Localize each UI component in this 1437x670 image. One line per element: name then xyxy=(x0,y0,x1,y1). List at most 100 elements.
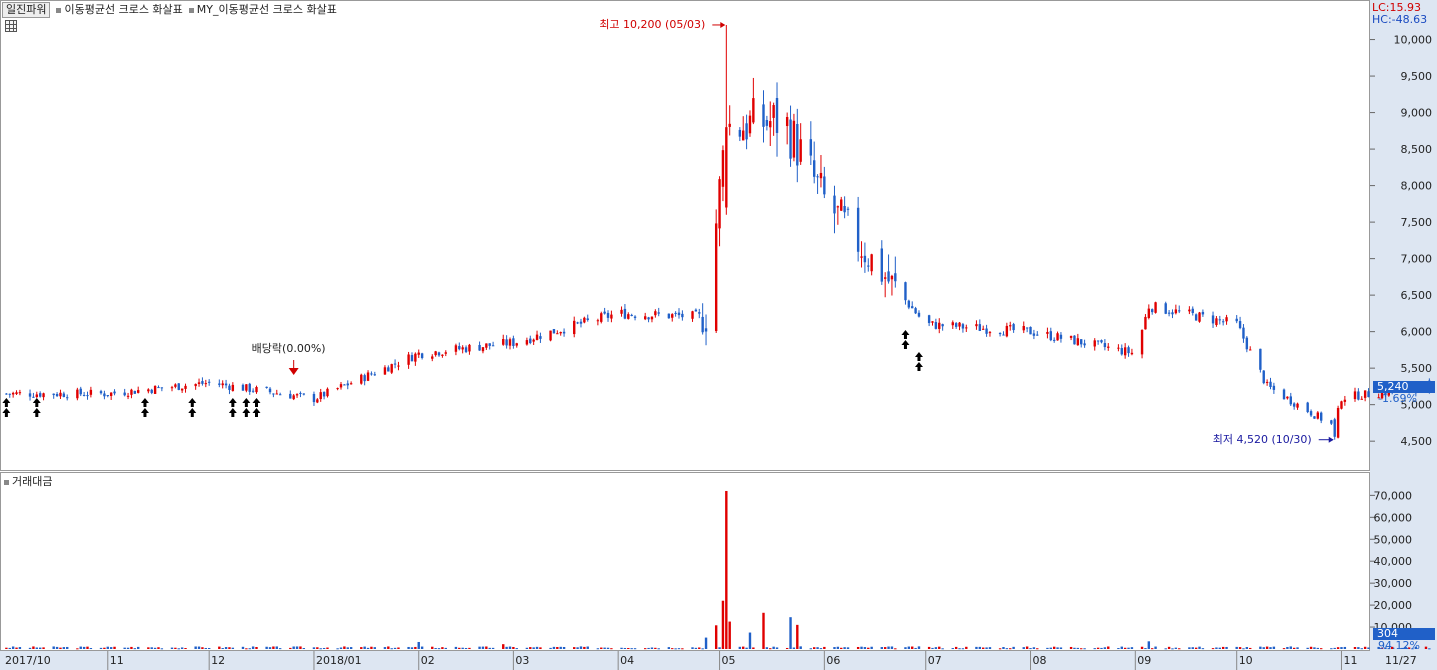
candle-body xyxy=(745,123,748,140)
indicator-legend-1[interactable]: 이동평균선 크로스 화살표 xyxy=(56,3,183,17)
volume-bar xyxy=(1259,646,1262,649)
candle-body xyxy=(79,388,82,395)
x-tick-label: 11 xyxy=(110,654,124,667)
candle-body xyxy=(505,339,508,346)
volume-bar xyxy=(1198,646,1201,649)
volume-tick-label: 20,000 xyxy=(1374,599,1413,612)
candle-body xyxy=(1032,333,1036,336)
volume-bar xyxy=(397,647,400,649)
candle-body xyxy=(387,367,390,372)
volume-bar xyxy=(1292,647,1296,649)
volume-tick-label: 70,000 xyxy=(1374,489,1413,502)
candle-body xyxy=(224,383,228,386)
candle-body xyxy=(883,277,887,279)
volume-bar xyxy=(951,648,954,650)
candle-body xyxy=(965,327,968,329)
volume-bar xyxy=(1046,647,1049,649)
volume-bar xyxy=(59,647,62,649)
low-marker-arrow xyxy=(1328,436,1334,443)
volume-bar xyxy=(698,647,701,649)
volume-bar xyxy=(657,648,660,650)
volume-bar xyxy=(437,648,441,650)
candle-body xyxy=(714,223,718,332)
candle-body xyxy=(982,328,985,330)
indicator-name-1: 이동평균선 크로스 화살표 xyxy=(64,3,183,16)
volume-bar xyxy=(894,648,897,650)
candle-body xyxy=(1123,347,1127,356)
candle-body xyxy=(917,312,921,317)
volume-bar xyxy=(360,647,363,649)
volume-bar xyxy=(965,646,968,649)
candle-body xyxy=(1235,318,1238,322)
volume-bar xyxy=(532,647,535,649)
volume-bar xyxy=(596,648,600,650)
candle-body xyxy=(343,384,346,386)
volume-bar xyxy=(505,646,508,649)
volume-bar xyxy=(1313,647,1316,649)
volume-bar xyxy=(667,647,671,649)
candle-body xyxy=(633,316,637,318)
indicator-legend-2[interactable]: MY_이동평균선 크로스 화살표 xyxy=(188,3,337,17)
indicator-name-2: MY_이동평균선 크로스 화살표 xyxy=(196,3,337,16)
candle-body xyxy=(816,176,819,178)
candle-body xyxy=(1009,325,1012,327)
candle-body xyxy=(1144,316,1147,330)
volume-bar xyxy=(8,647,11,649)
volume-bar xyxy=(251,646,255,649)
hc-label: HC:-48.63 xyxy=(1372,13,1428,26)
candle-body xyxy=(326,388,329,397)
candle-body xyxy=(1259,348,1262,370)
grid-table-icon[interactable] xyxy=(5,20,17,32)
volume-bar xyxy=(1336,647,1340,649)
candle-body xyxy=(485,343,488,348)
candle-body xyxy=(502,339,505,345)
candle-body xyxy=(1380,391,1384,399)
volume-bar xyxy=(1404,647,1407,649)
candle-body xyxy=(775,98,779,133)
volume-bar xyxy=(62,647,66,649)
volume-bar xyxy=(241,646,245,649)
volume-bar xyxy=(485,646,488,649)
candle-body xyxy=(1353,391,1357,400)
last-volume-tag: 304 xyxy=(1373,628,1435,641)
cross-up-arrow xyxy=(2,398,11,407)
volume-bar xyxy=(1154,646,1157,649)
volume-bar xyxy=(180,647,184,649)
candle-body xyxy=(931,321,934,323)
candle-body xyxy=(160,387,164,389)
candle-body xyxy=(1313,416,1316,419)
volume-bar xyxy=(502,644,505,649)
volume-bar xyxy=(843,647,846,649)
candle-body xyxy=(390,364,393,373)
candle-body xyxy=(1100,340,1103,343)
candle-body xyxy=(1215,318,1218,326)
volume-bar xyxy=(1080,648,1083,650)
stock-tab[interactable]: 일진파워 xyxy=(2,2,51,18)
candle-body xyxy=(1093,340,1096,347)
volume-bar xyxy=(410,647,414,649)
candle-body xyxy=(846,208,850,210)
volume-bar xyxy=(316,647,319,649)
candle-body xyxy=(1245,337,1249,350)
last-price-tag: 5,240 xyxy=(1373,381,1435,394)
candle-body xyxy=(1164,303,1167,314)
x-tick-label: 03 xyxy=(515,654,529,667)
volume-bar xyxy=(86,646,89,649)
volume-bar xyxy=(343,646,346,649)
candle-body xyxy=(840,199,843,211)
volume-bar xyxy=(775,647,779,649)
volume-bar xyxy=(1107,646,1110,649)
candle-body xyxy=(765,119,769,126)
volume-tick-label: 60,000 xyxy=(1374,511,1413,524)
candle-body xyxy=(1191,308,1194,314)
volume-bar xyxy=(1096,647,1100,649)
candle-body xyxy=(988,332,992,334)
candle-body xyxy=(417,352,420,355)
volume-bar xyxy=(28,647,32,649)
volume-bar xyxy=(1178,648,1181,650)
volume-legend[interactable]: 거래대금 xyxy=(4,476,52,488)
candle-body xyxy=(681,313,684,318)
candle-body xyxy=(1211,315,1215,324)
candle-body xyxy=(1120,348,1123,355)
lc-label: LC:15.93 xyxy=(1372,1,1422,14)
